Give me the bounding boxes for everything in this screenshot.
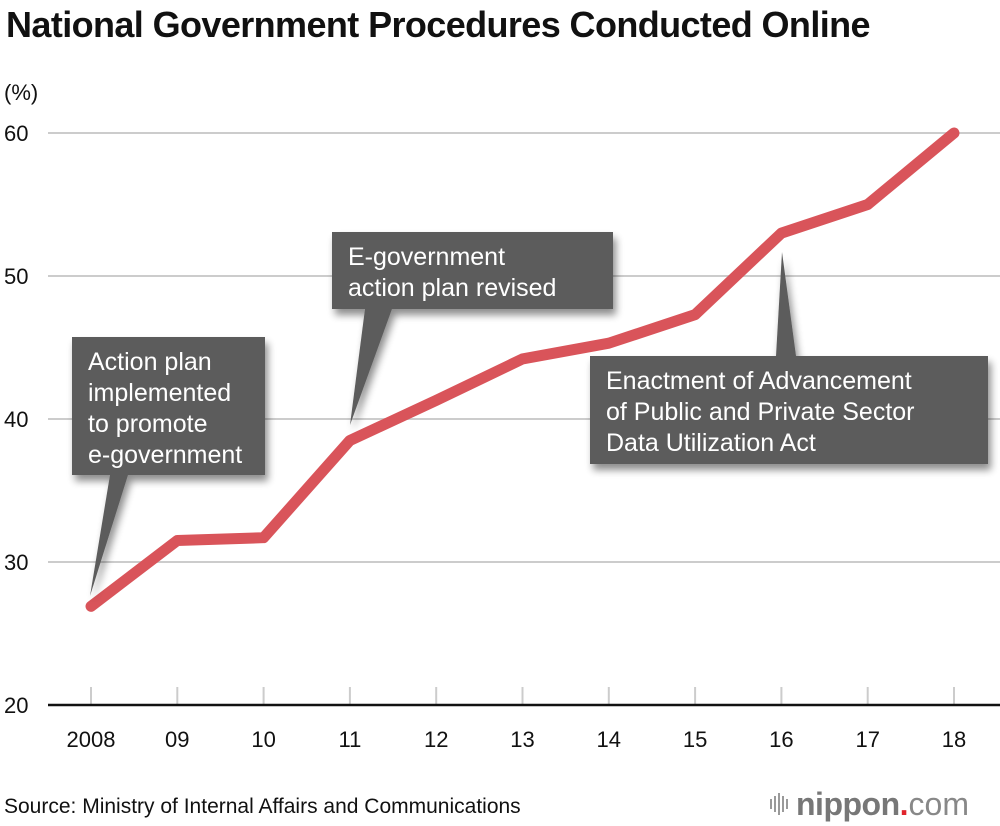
x-tick-label: 15 xyxy=(683,727,707,752)
callout-pointer xyxy=(350,309,392,425)
callout-box xyxy=(72,337,265,475)
series xyxy=(85,127,960,612)
callout-text-line: Action plan xyxy=(88,348,212,376)
y-tick-label: 20 xyxy=(4,693,28,718)
annotation-callout xyxy=(332,232,613,425)
nippon-logo: nippon. com xyxy=(770,786,969,822)
x-tick-label: 2008 xyxy=(67,727,116,752)
x-tick-label: 09 xyxy=(165,727,189,752)
y-axis-unit-label: (%) xyxy=(4,80,39,105)
annotation-callout xyxy=(72,337,265,596)
y-tick-label: 50 xyxy=(4,264,28,289)
source-note: Source: Ministry of Internal Affairs and… xyxy=(4,795,521,818)
y-tick-labels: 20 30 40 50 60 xyxy=(4,121,28,718)
x-tick-labels: 2008 09 10 11 12 13 14 15 16 17 18 xyxy=(67,727,967,752)
callout-pointer xyxy=(90,475,128,596)
callout-text-line: E-government xyxy=(348,243,505,271)
callout-text-line: e-government xyxy=(88,441,242,469)
callout-box xyxy=(590,356,988,464)
annotations: Action plan implemented to promote e-govern… xyxy=(72,232,988,596)
annotation-callout xyxy=(590,252,988,464)
x-tick-label: 13 xyxy=(510,727,534,752)
x-tick-label: 12 xyxy=(424,727,448,752)
x-tick-label: 11 xyxy=(338,727,361,752)
x-tick-label: 16 xyxy=(769,727,793,752)
line-chart: 20 30 40 50 60 2008 09 10 11 12 13 14 15 16 17 18 Acti… xyxy=(4,121,1000,752)
x-tick-label: 14 xyxy=(597,727,621,752)
callout-text-line: Data Utilization Act xyxy=(606,429,816,457)
callout-text-line: to promote xyxy=(88,410,208,438)
callout-text-line: implemented xyxy=(88,379,231,407)
callout-text-line: action plan revised xyxy=(348,274,556,302)
logo-word: nippon xyxy=(796,785,900,822)
callout-pointer xyxy=(776,252,796,356)
callout-text-line: Enactment of Advancement xyxy=(606,367,912,395)
x-tick-label: 18 xyxy=(942,727,966,752)
logo-suffix: com xyxy=(908,785,969,822)
chart-title: National Government Procedures Conducted… xyxy=(6,4,871,45)
y-tick-label: 40 xyxy=(4,407,28,432)
y-tick-label: 60 xyxy=(4,121,28,146)
y-tick-label: 30 xyxy=(4,550,28,575)
logo-bars-icon xyxy=(770,793,788,815)
x-tick-label: 17 xyxy=(855,727,879,752)
callout-text-line: of Public and Private Sector xyxy=(606,398,915,426)
logo-dot: . xyxy=(899,785,909,822)
x-tick-label: 10 xyxy=(251,727,275,752)
callout-box xyxy=(332,232,613,309)
